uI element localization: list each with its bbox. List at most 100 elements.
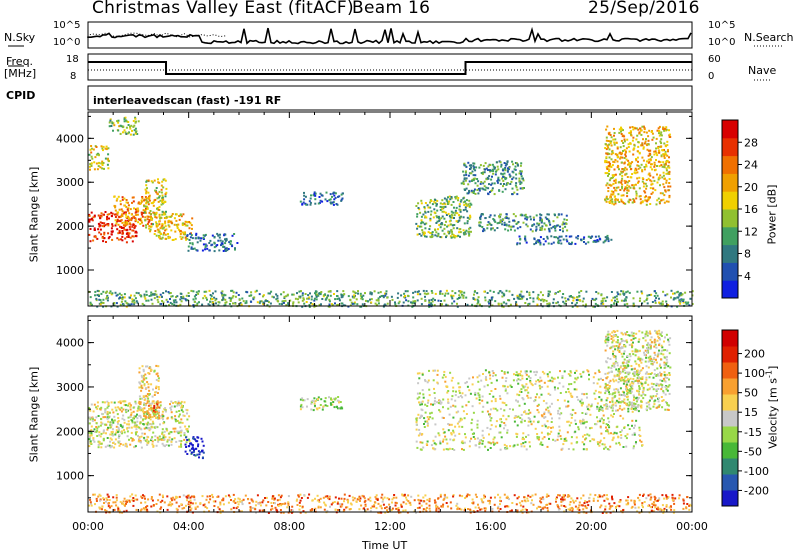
data-cell: [306, 297, 309, 300]
data-cell: [211, 234, 214, 237]
data-cell: [113, 213, 116, 216]
data-cell: [434, 234, 437, 237]
data-cell: [627, 371, 630, 374]
data-cell: [588, 378, 590, 381]
data-cell: [181, 236, 184, 239]
data-cell: [477, 301, 480, 304]
nsky-label: N.Sky: [4, 31, 36, 44]
data-cell: [483, 229, 486, 232]
data-cell: [651, 168, 654, 171]
data-cell: [679, 302, 682, 305]
data-cell: [581, 300, 584, 303]
data-cell: [416, 392, 419, 395]
data-cell: [185, 428, 188, 431]
data-cell: [424, 380, 427, 383]
data-cell: [468, 172, 471, 175]
data-cell: [150, 383, 153, 386]
data-cell: [423, 233, 425, 236]
data-cell: [139, 397, 142, 400]
data-cell: [99, 303, 102, 306]
data-cell: [152, 223, 154, 226]
data-cell: [377, 291, 380, 294]
data-cell: [120, 219, 123, 222]
data-cell: [555, 302, 558, 305]
data-cell: [663, 154, 666, 157]
data-cell: [573, 388, 576, 391]
data-cell: [481, 434, 484, 437]
data-cell: [105, 148, 108, 151]
data-cell: [478, 394, 481, 397]
data-cell: [317, 294, 320, 297]
data-cell: [276, 294, 279, 297]
data-cell: [451, 302, 454, 305]
data-cell: [455, 206, 458, 209]
data-cell: [682, 298, 685, 301]
data-cell: [202, 456, 204, 459]
data-cell: [167, 233, 169, 235]
data-cell: [123, 431, 126, 434]
data-cell: [452, 201, 455, 203]
data-cell: [132, 224, 135, 227]
data-cell: [630, 385, 633, 388]
data-cell: [532, 420, 535, 423]
data-cell: [476, 184, 479, 187]
data-cell: [629, 132, 632, 135]
data-cell: [123, 221, 126, 224]
data-cell: [116, 120, 119, 123]
data-cell: [477, 300, 480, 303]
data-cell: [152, 444, 155, 447]
data-cell: [617, 156, 619, 158]
data-cell: [93, 161, 96, 164]
data-cell: [526, 290, 528, 293]
data-cell: [565, 219, 568, 221]
data-cell: [612, 378, 615, 381]
data-cell: [95, 406, 98, 409]
data-cell: [420, 303, 423, 306]
data-cell: [543, 423, 546, 426]
data-cell: [119, 400, 122, 403]
data-cell: [613, 392, 616, 395]
data-cell: [471, 170, 474, 173]
data-cell: [657, 400, 660, 403]
data-cell: [111, 223, 114, 226]
data-cell: [645, 402, 648, 405]
data-cell: [613, 132, 616, 134]
data-cell: [369, 292, 372, 295]
data-cell: [323, 400, 326, 403]
data-cell: [610, 136, 613, 139]
data-cell: [154, 439, 157, 441]
data-cell: [581, 401, 584, 404]
data-cell: [604, 385, 607, 388]
data-cell: [436, 220, 439, 223]
data-cell: [159, 237, 162, 240]
data-cell: [641, 200, 644, 203]
data-cell: [570, 442, 573, 445]
data-cell: [641, 144, 644, 147]
data-cell: [494, 173, 497, 176]
data-cell: [449, 438, 452, 441]
data-cell: [140, 446, 143, 449]
data-cell: [523, 214, 526, 217]
data-cell: [637, 128, 640, 131]
data-cell: [601, 409, 604, 412]
data-cell: [132, 235, 135, 238]
data-cell: [529, 370, 532, 373]
data-cell: [282, 300, 285, 303]
data-cell: [538, 384, 541, 387]
data-cell: [219, 233, 221, 236]
data-cell: [111, 225, 114, 227]
data-cell: [622, 150, 624, 152]
data-cell: [464, 171, 467, 174]
data-cell: [88, 416, 91, 419]
data-cell: [461, 405, 464, 408]
data-cell: [505, 177, 508, 180]
data-cell: [430, 200, 433, 202]
data-cell: [517, 415, 520, 418]
data-cell: [482, 436, 485, 439]
data-cell: [536, 222, 539, 225]
data-cell: [663, 177, 666, 180]
data-cell: [514, 162, 517, 164]
data-cell: [446, 200, 449, 203]
data-cell: [635, 197, 638, 200]
data-cell: [575, 436, 578, 439]
